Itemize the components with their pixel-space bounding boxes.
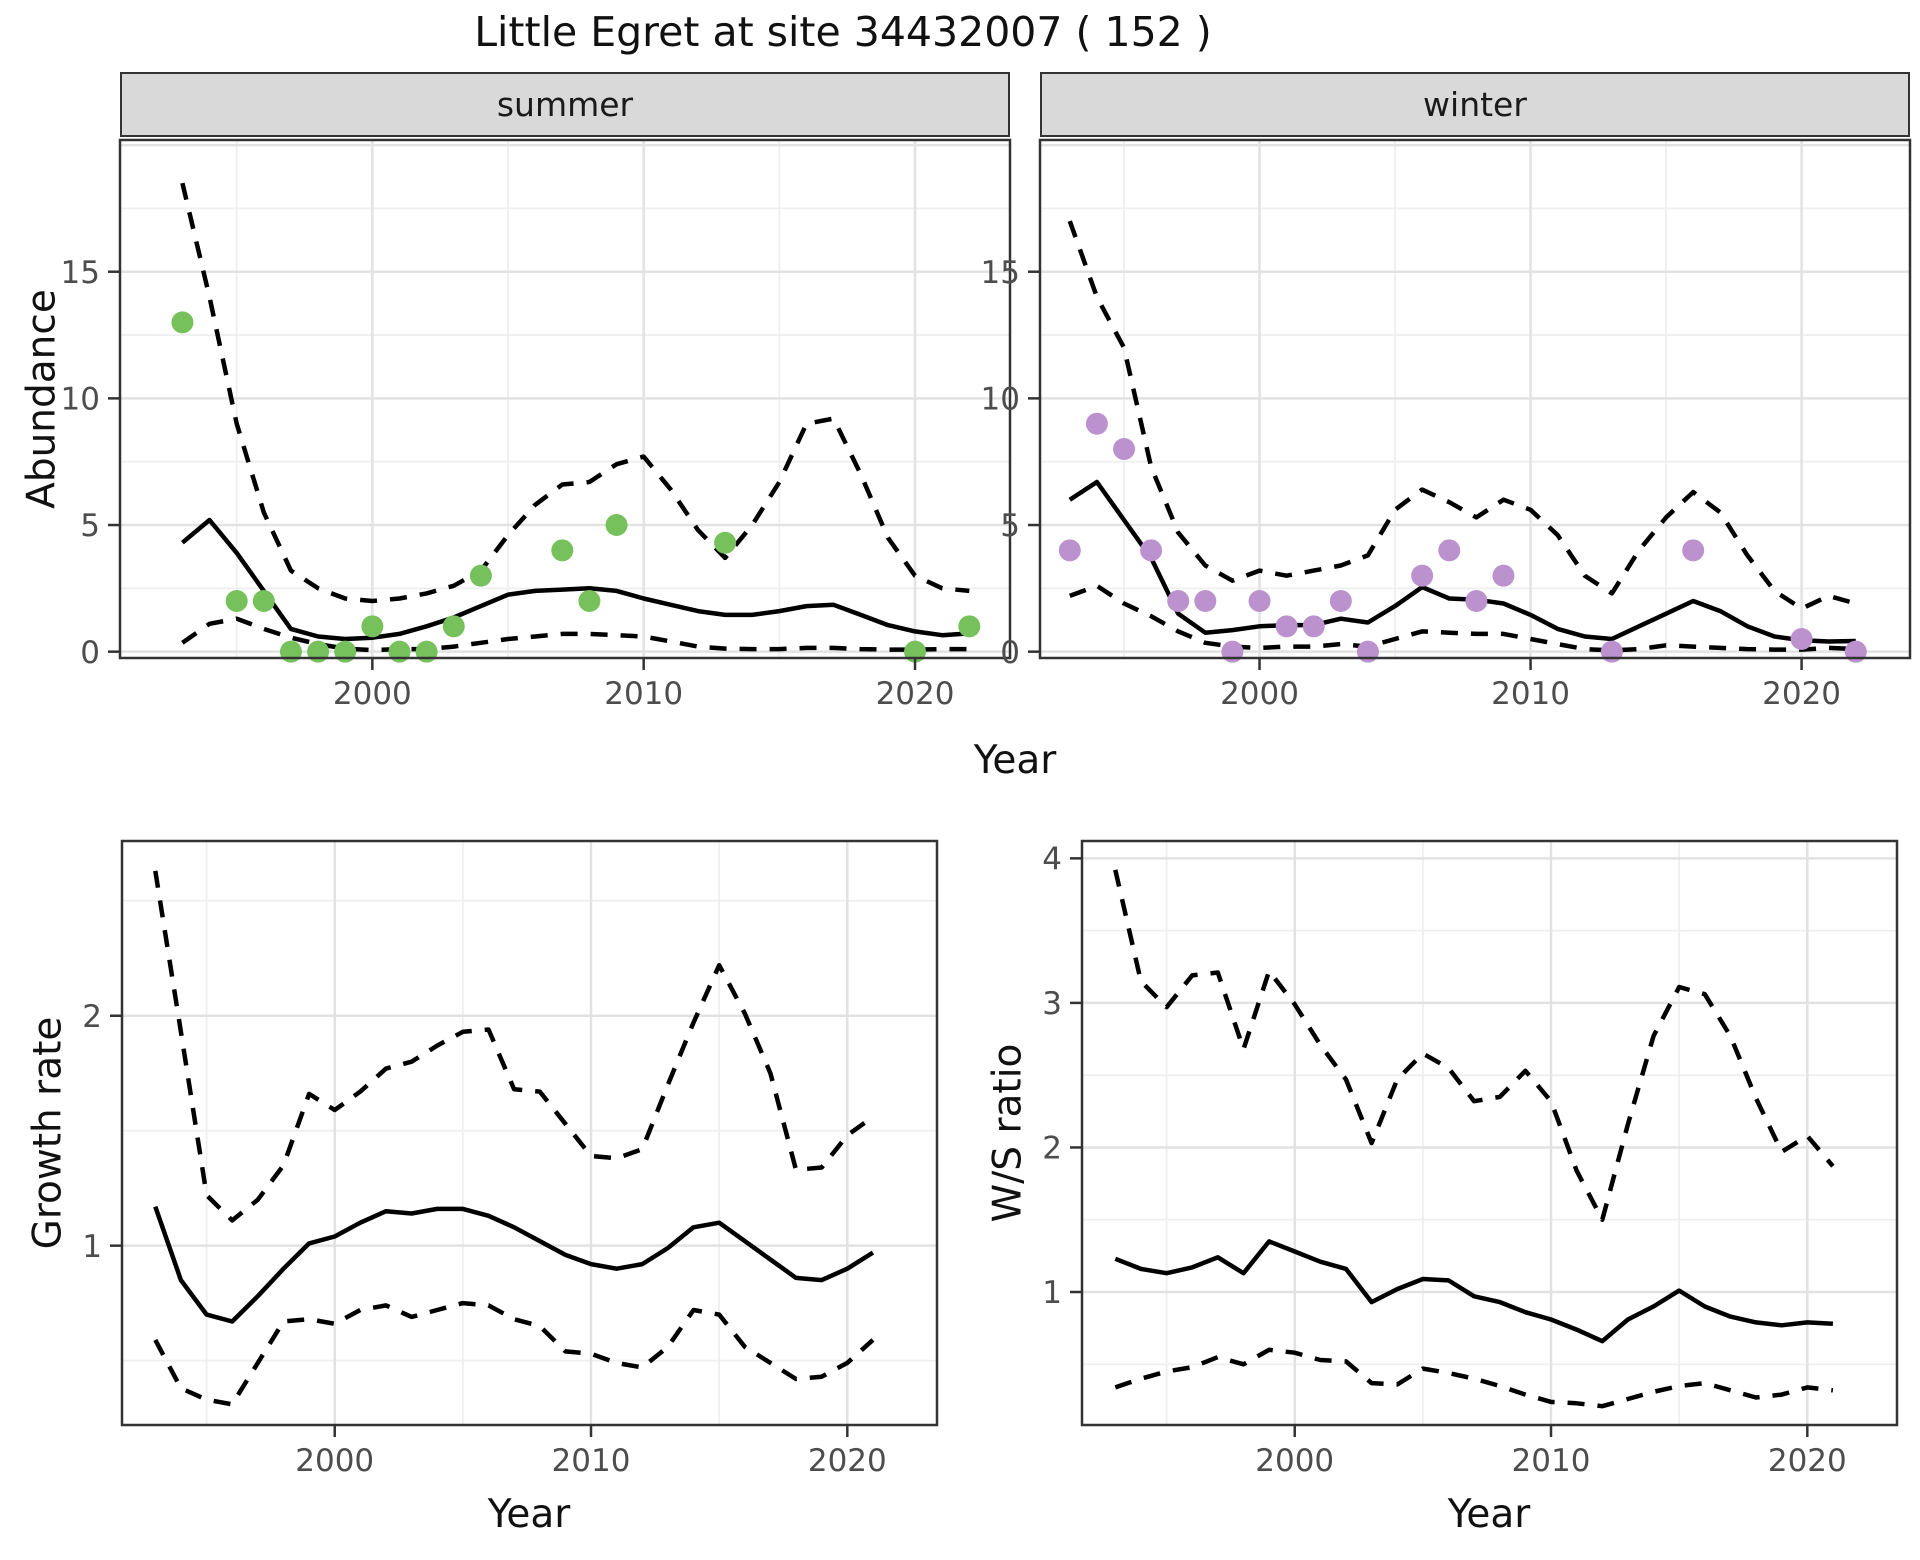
y-tick-label: 2 (82, 999, 102, 1035)
x-axis-title-year-top: Year (973, 738, 1057, 783)
y-tick-label: 10 (981, 382, 1020, 418)
data-point (1275, 615, 1298, 638)
x-tick-label: 2020 (1762, 676, 1841, 712)
panel-border (120, 839, 939, 1427)
y-tick-label: 15 (61, 255, 100, 291)
ws-lower_ci-line (1114, 1347, 1834, 1409)
summer-lower_ci-line (181, 616, 970, 653)
y-tick-label: 4 (1042, 842, 1062, 878)
data-point (1329, 590, 1352, 613)
facet-strip-summer-label: summer (496, 85, 634, 124)
data-point (1248, 590, 1271, 613)
winter-mean-line (1068, 479, 1856, 644)
y-tick-label: 3 (1042, 986, 1062, 1022)
data-point (1113, 438, 1136, 461)
data-point (307, 640, 330, 663)
page-title: Little Egret at site 34432007 ( 152 ) (474, 8, 1212, 56)
x-tick-label: 2000 (1255, 1443, 1334, 1479)
x-tick-label: 2010 (552, 1443, 631, 1479)
growth-upper_ci-line (153, 870, 875, 1223)
data-point (388, 640, 411, 663)
data-point (252, 590, 275, 613)
data-point (1600, 640, 1623, 663)
data-point (1302, 615, 1325, 638)
x-axis-title-year-growth: Year (487, 1492, 571, 1537)
x-tick-label: 2020 (808, 1443, 887, 1479)
x-tick-label: 2010 (1491, 676, 1570, 712)
y-tick-label: 0 (80, 635, 100, 671)
data-point (1492, 564, 1515, 587)
panel-ws: 2000 2010 2020 1 2 3 4 (1042, 839, 1899, 1479)
y-axis-title-growth-rate: Growth rate (25, 1016, 71, 1250)
data-point (1411, 564, 1434, 587)
growth-lower_ci-line (153, 1300, 875, 1407)
data-point (171, 311, 194, 334)
facet-strip-winter-label: winter (1423, 85, 1527, 124)
data-point (578, 590, 601, 613)
data-point (361, 615, 384, 638)
data-point (1844, 640, 1867, 663)
x-tick-label: 2000 (1220, 676, 1299, 712)
y-tick-label: 1 (82, 1229, 102, 1265)
data-point (279, 640, 302, 663)
panel-winter: 2000 2010 2020 0 5 10 15 (981, 138, 1912, 712)
panel-summer: 2000 2010 2020 0 5 10 15 (61, 138, 1012, 712)
summer-mean-line (180, 517, 970, 642)
data-point (334, 640, 357, 663)
y-tick-label: 5 (1000, 508, 1020, 544)
observed-summer-points (171, 311, 981, 663)
data-point (1167, 590, 1190, 613)
data-point (469, 564, 492, 587)
panel-border (1080, 839, 1899, 1427)
data-point (605, 514, 628, 537)
x-tick-label: 2020 (876, 676, 955, 712)
facet-strip-summer: summer (120, 72, 1010, 137)
x-tick-label: 2000 (295, 1443, 374, 1479)
ws-mean-line (1114, 1239, 1834, 1344)
x-tick-label: 2010 (1512, 1443, 1591, 1479)
summer-upper_ci-line (180, 182, 970, 604)
y-tick-label: 15 (981, 255, 1020, 291)
x-tick-label: 2020 (1768, 1443, 1847, 1479)
y-tick-label: 10 (61, 382, 100, 418)
y-tick-label: 0 (1000, 635, 1020, 671)
data-point (1790, 628, 1813, 651)
ws-upper_ci-line (1113, 869, 1835, 1222)
winter-upper_ci-line (1067, 220, 1857, 611)
data-point (1221, 640, 1244, 663)
data-point (958, 615, 981, 638)
panel-growth: 2000 2010 2020 1 2 (82, 839, 939, 1479)
data-point (442, 615, 465, 638)
y-tick-label: 1 (1042, 1275, 1062, 1311)
x-axis-title-year-ws: Year (1447, 1492, 1531, 1537)
data-point (1140, 539, 1163, 562)
data-point (225, 590, 248, 613)
data-point (415, 640, 438, 663)
y-axis-title-abundance: Abundance (19, 289, 65, 509)
data-point (1356, 640, 1379, 663)
growth-mean-line (153, 1205, 875, 1324)
facet-strip-winter: winter (1040, 72, 1910, 137)
x-tick-label: 2000 (333, 676, 412, 712)
y-tick-label: 2 (1042, 1131, 1062, 1167)
data-point (1438, 539, 1461, 562)
data-point (1194, 590, 1217, 613)
y-tick-label: 5 (80, 508, 100, 544)
winter-lower_ci-line (1069, 583, 1856, 653)
data-point (1682, 539, 1705, 562)
data-point (1058, 539, 1081, 562)
data-point (1465, 590, 1488, 613)
y-axis-title-ws-ratio: W/S ratio (985, 1043, 1031, 1223)
x-tick-label: 2010 (604, 676, 683, 712)
data-point (551, 539, 574, 562)
data-point (714, 531, 737, 554)
data-point (1085, 412, 1108, 435)
